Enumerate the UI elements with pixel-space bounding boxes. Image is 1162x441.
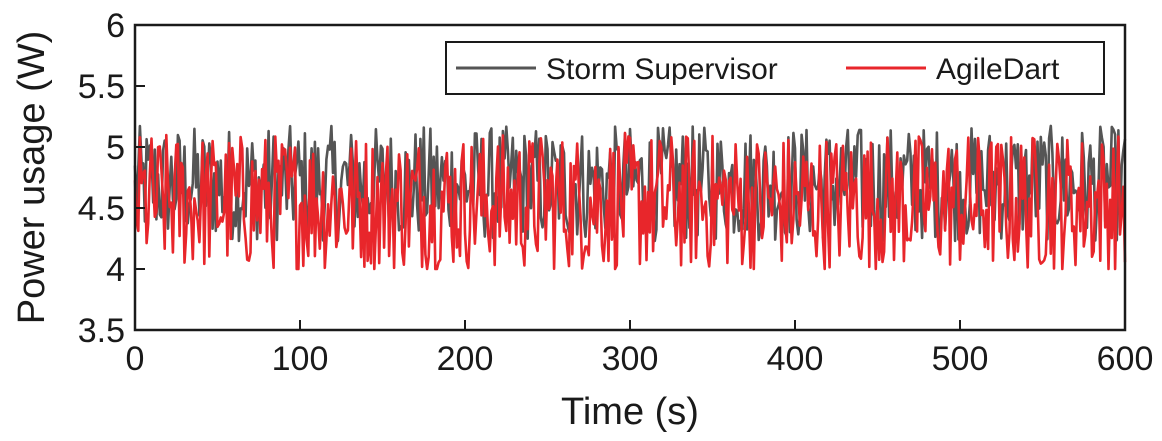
series-line-storm-supervisor	[133, 124, 1127, 243]
series-layer	[133, 124, 1127, 271]
legend-label-storm-supervisor: Storm Supervisor	[546, 53, 778, 86]
y-tick-label: 4	[106, 251, 125, 289]
x-tick-label: 500	[932, 340, 989, 378]
y-tick-label: 5	[106, 129, 125, 167]
y-tick-label: 5.5	[78, 68, 125, 106]
x-axis-label: Time (s)	[561, 391, 699, 433]
legend: Storm Supervisor AgileDart	[445, 41, 1105, 95]
series-line-agiledart	[133, 131, 1127, 271]
y-axis-label: Power usage (W)	[11, 31, 53, 325]
x-tick-label: 600	[1097, 340, 1154, 378]
x-tick-label: 0	[126, 340, 145, 378]
x-tick-label: 300	[602, 340, 659, 378]
y-tick-label: 6	[106, 7, 125, 45]
x-tick-label: 200	[437, 340, 494, 378]
y-tick-label: 3.5	[78, 312, 125, 350]
legend-box	[445, 41, 1105, 95]
y-tick-label: 4.5	[78, 190, 125, 228]
x-tick-label: 100	[272, 340, 329, 378]
ticks-layer: 0 100 200 300 400 500 600 3.5 4 4.5 5 5.5 6	[78, 7, 1154, 378]
x-tick-label: 400	[767, 340, 824, 378]
legend-label-agiledart: AgileDart	[936, 53, 1060, 86]
